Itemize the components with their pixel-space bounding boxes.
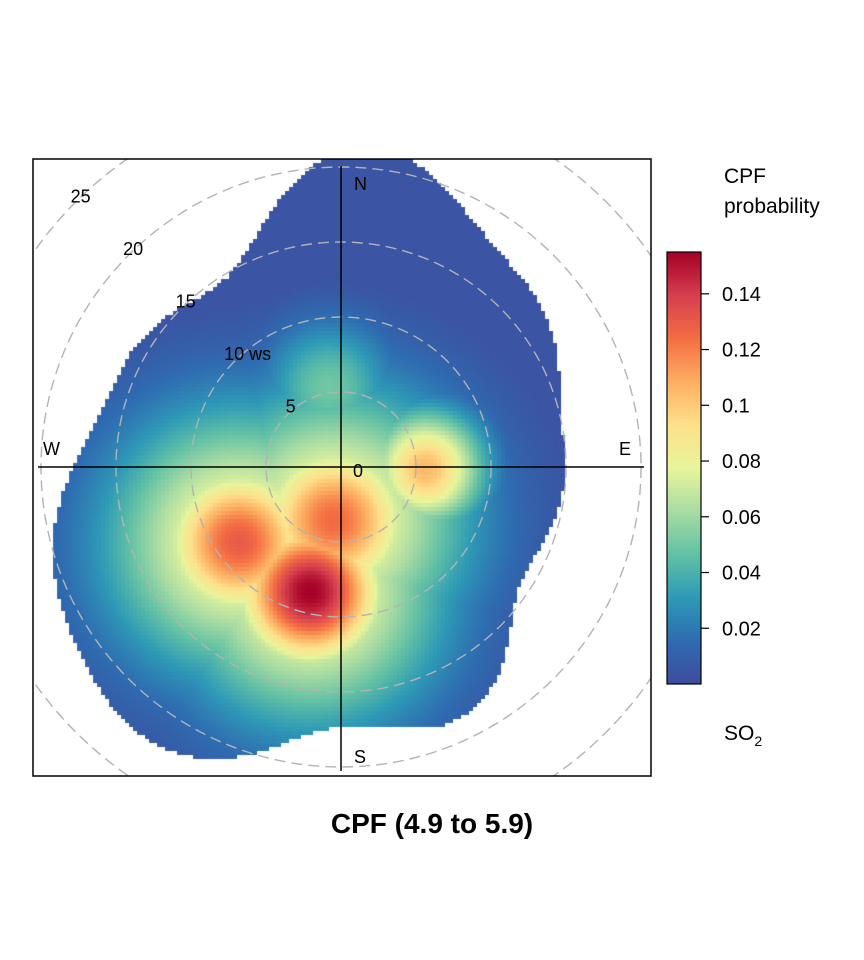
center-label: 0 bbox=[353, 461, 363, 481]
legend-title-line2: probability bbox=[724, 195, 820, 218]
ring-labels: 5 10 ws 15 20 25 bbox=[71, 187, 296, 417]
direction-label-w: W bbox=[43, 439, 60, 459]
pollutant-name: SO bbox=[724, 722, 754, 745]
legend-tick-label: 0.06 bbox=[722, 507, 761, 529]
legend-title-line1: CPF bbox=[724, 165, 766, 188]
direction-label-e: E bbox=[619, 439, 631, 459]
legend-tick-label: 0.1 bbox=[722, 395, 750, 417]
ring-label-15: 15 bbox=[176, 292, 196, 312]
legend-tick-label: 0.02 bbox=[722, 618, 761, 640]
legend-tick-label: 0.14 bbox=[722, 284, 761, 306]
legend-ticks: 0.14 0.12 0.1 0.08 0.06 0.04 0.02 bbox=[701, 284, 761, 640]
pollutant-label: SO2 bbox=[724, 722, 762, 749]
ring-label-10: 10 ws bbox=[224, 344, 271, 364]
legend-tick-label: 0.12 bbox=[722, 340, 761, 362]
legend-tick-label: 0.04 bbox=[722, 563, 761, 585]
legend-tick-label: 0.08 bbox=[722, 451, 761, 473]
pollutant-subscript: 2 bbox=[754, 733, 762, 749]
ring-label-25: 25 bbox=[71, 187, 91, 207]
direction-label-n: N bbox=[354, 174, 367, 194]
ring-label-5: 5 bbox=[286, 397, 296, 417]
chart-title: CPF (4.9 to 5.9) bbox=[331, 808, 533, 839]
direction-label-s: S bbox=[354, 747, 366, 767]
ring-label-20: 20 bbox=[123, 239, 143, 259]
legend-colorbar bbox=[666, 251, 702, 685]
plot-panel-border bbox=[32, 158, 652, 777]
